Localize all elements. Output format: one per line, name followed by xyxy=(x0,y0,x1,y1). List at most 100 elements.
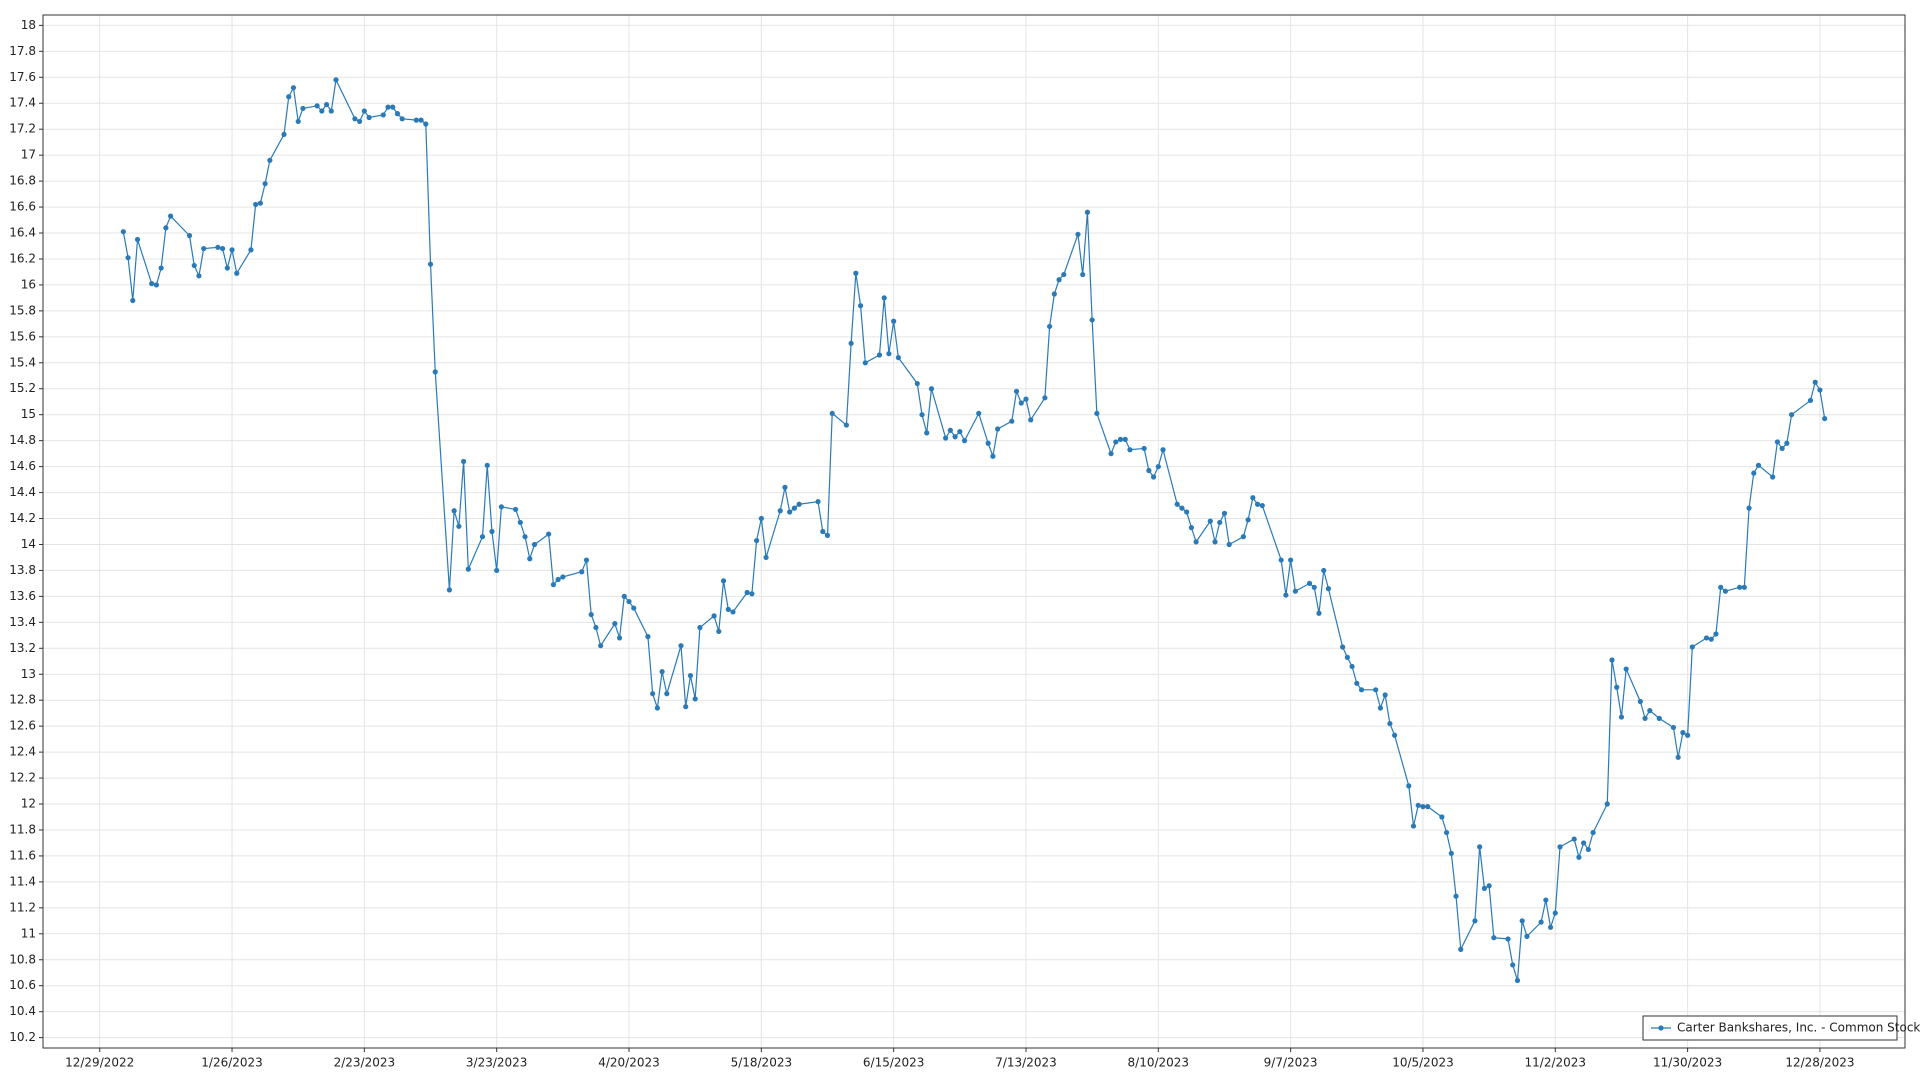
data-point xyxy=(224,265,230,271)
data-point xyxy=(1382,692,1388,698)
data-point xyxy=(1141,445,1147,452)
x-tick-label: 10/5/2023 xyxy=(1392,1056,1454,1070)
y-tick-label: 16.8 xyxy=(9,174,36,188)
data-point xyxy=(229,247,235,253)
data-point xyxy=(1486,883,1492,889)
x-tick-label: 2/23/2023 xyxy=(334,1056,396,1070)
data-point xyxy=(1212,539,1218,545)
data-point xyxy=(720,578,727,584)
data-point xyxy=(1387,720,1393,727)
data-point xyxy=(1127,447,1133,453)
data-point xyxy=(196,273,202,279)
data-point xyxy=(295,118,301,125)
data-point xyxy=(990,453,996,459)
data-point xyxy=(621,593,627,599)
data-point xyxy=(796,501,802,507)
data-point xyxy=(1453,893,1459,899)
data-point xyxy=(1543,897,1549,903)
data-point xyxy=(1552,910,1558,916)
data-point xyxy=(1344,654,1350,660)
data-point xyxy=(1722,588,1729,594)
data-point xyxy=(782,484,788,490)
data-point xyxy=(1217,519,1223,526)
data-point xyxy=(1420,804,1426,810)
data-point xyxy=(583,557,590,563)
y-tick-label: 13.4 xyxy=(9,615,36,629)
data-point xyxy=(716,628,722,635)
data-point xyxy=(281,131,287,137)
data-point xyxy=(588,611,594,618)
data-point xyxy=(1604,801,1610,807)
data-point xyxy=(1510,962,1516,968)
data-point xyxy=(1094,410,1100,417)
y-tick-label: 17.2 xyxy=(9,122,36,136)
data-point xyxy=(1656,715,1662,721)
x-tick-label: 3/23/2023 xyxy=(466,1056,528,1070)
data-point xyxy=(824,532,831,538)
data-point xyxy=(1122,436,1128,442)
data-point xyxy=(1051,291,1057,297)
data-point xyxy=(125,255,131,261)
data-point xyxy=(234,270,240,276)
data-point xyxy=(1623,666,1629,672)
data-point xyxy=(423,121,429,127)
y-tick-label: 11.8 xyxy=(9,822,36,836)
data-point xyxy=(1718,584,1724,590)
y-tick-label: 16.2 xyxy=(9,251,36,265)
data-point xyxy=(857,303,864,309)
data-point xyxy=(1207,518,1213,524)
data-point xyxy=(366,114,372,121)
y-tick-label: 10.4 xyxy=(9,1004,36,1018)
data-point xyxy=(323,101,330,108)
data-point xyxy=(1443,829,1450,836)
data-point xyxy=(1514,977,1521,984)
data-point xyxy=(1817,387,1823,393)
data-point xyxy=(399,116,405,122)
data-point xyxy=(357,118,363,125)
y-tick-label: 11.6 xyxy=(9,848,36,862)
data-point xyxy=(1458,946,1464,952)
data-point xyxy=(1179,505,1185,511)
data-point xyxy=(1670,724,1677,731)
x-tick-label: 1/26/2023 xyxy=(201,1056,263,1070)
data-point xyxy=(257,200,263,206)
data-point xyxy=(1349,663,1355,670)
data-point xyxy=(1505,936,1511,942)
data-point xyxy=(1547,924,1554,930)
data-point xyxy=(1321,567,1327,574)
data-point xyxy=(1150,474,1157,480)
data-point xyxy=(1524,933,1530,939)
y-tick-label: 10.2 xyxy=(9,1030,36,1044)
data-point xyxy=(432,369,438,375)
data-point xyxy=(730,609,736,615)
y-tick-label: 13 xyxy=(21,667,36,681)
data-point xyxy=(484,462,490,468)
data-point xyxy=(253,201,259,208)
y-tick-label: 15.4 xyxy=(9,355,36,369)
data-point xyxy=(1259,502,1265,509)
data-point xyxy=(1184,509,1190,515)
data-point xyxy=(1703,635,1710,641)
data-point xyxy=(1056,277,1062,283)
data-point xyxy=(843,422,850,428)
data-point xyxy=(1807,397,1814,404)
data-point xyxy=(1250,495,1256,501)
data-point xyxy=(976,410,982,417)
data-point xyxy=(1755,462,1762,468)
x-tick-label: 12/28/2023 xyxy=(1785,1056,1854,1070)
data-point xyxy=(1585,846,1591,853)
data-point xyxy=(1174,501,1180,507)
data-point xyxy=(1410,823,1417,829)
data-point xyxy=(1581,840,1587,846)
data-point xyxy=(1614,684,1620,690)
y-tick-label: 14 xyxy=(21,537,36,551)
y-tick-label: 15.6 xyxy=(9,329,36,343)
data-point xyxy=(300,105,306,112)
data-point xyxy=(527,556,533,562)
data-point xyxy=(1160,447,1166,453)
x-tick-label: 11/2/2023 xyxy=(1525,1056,1587,1070)
data-point xyxy=(711,613,717,619)
data-point xyxy=(593,624,599,631)
y-tick-label: 12.2 xyxy=(9,771,36,785)
